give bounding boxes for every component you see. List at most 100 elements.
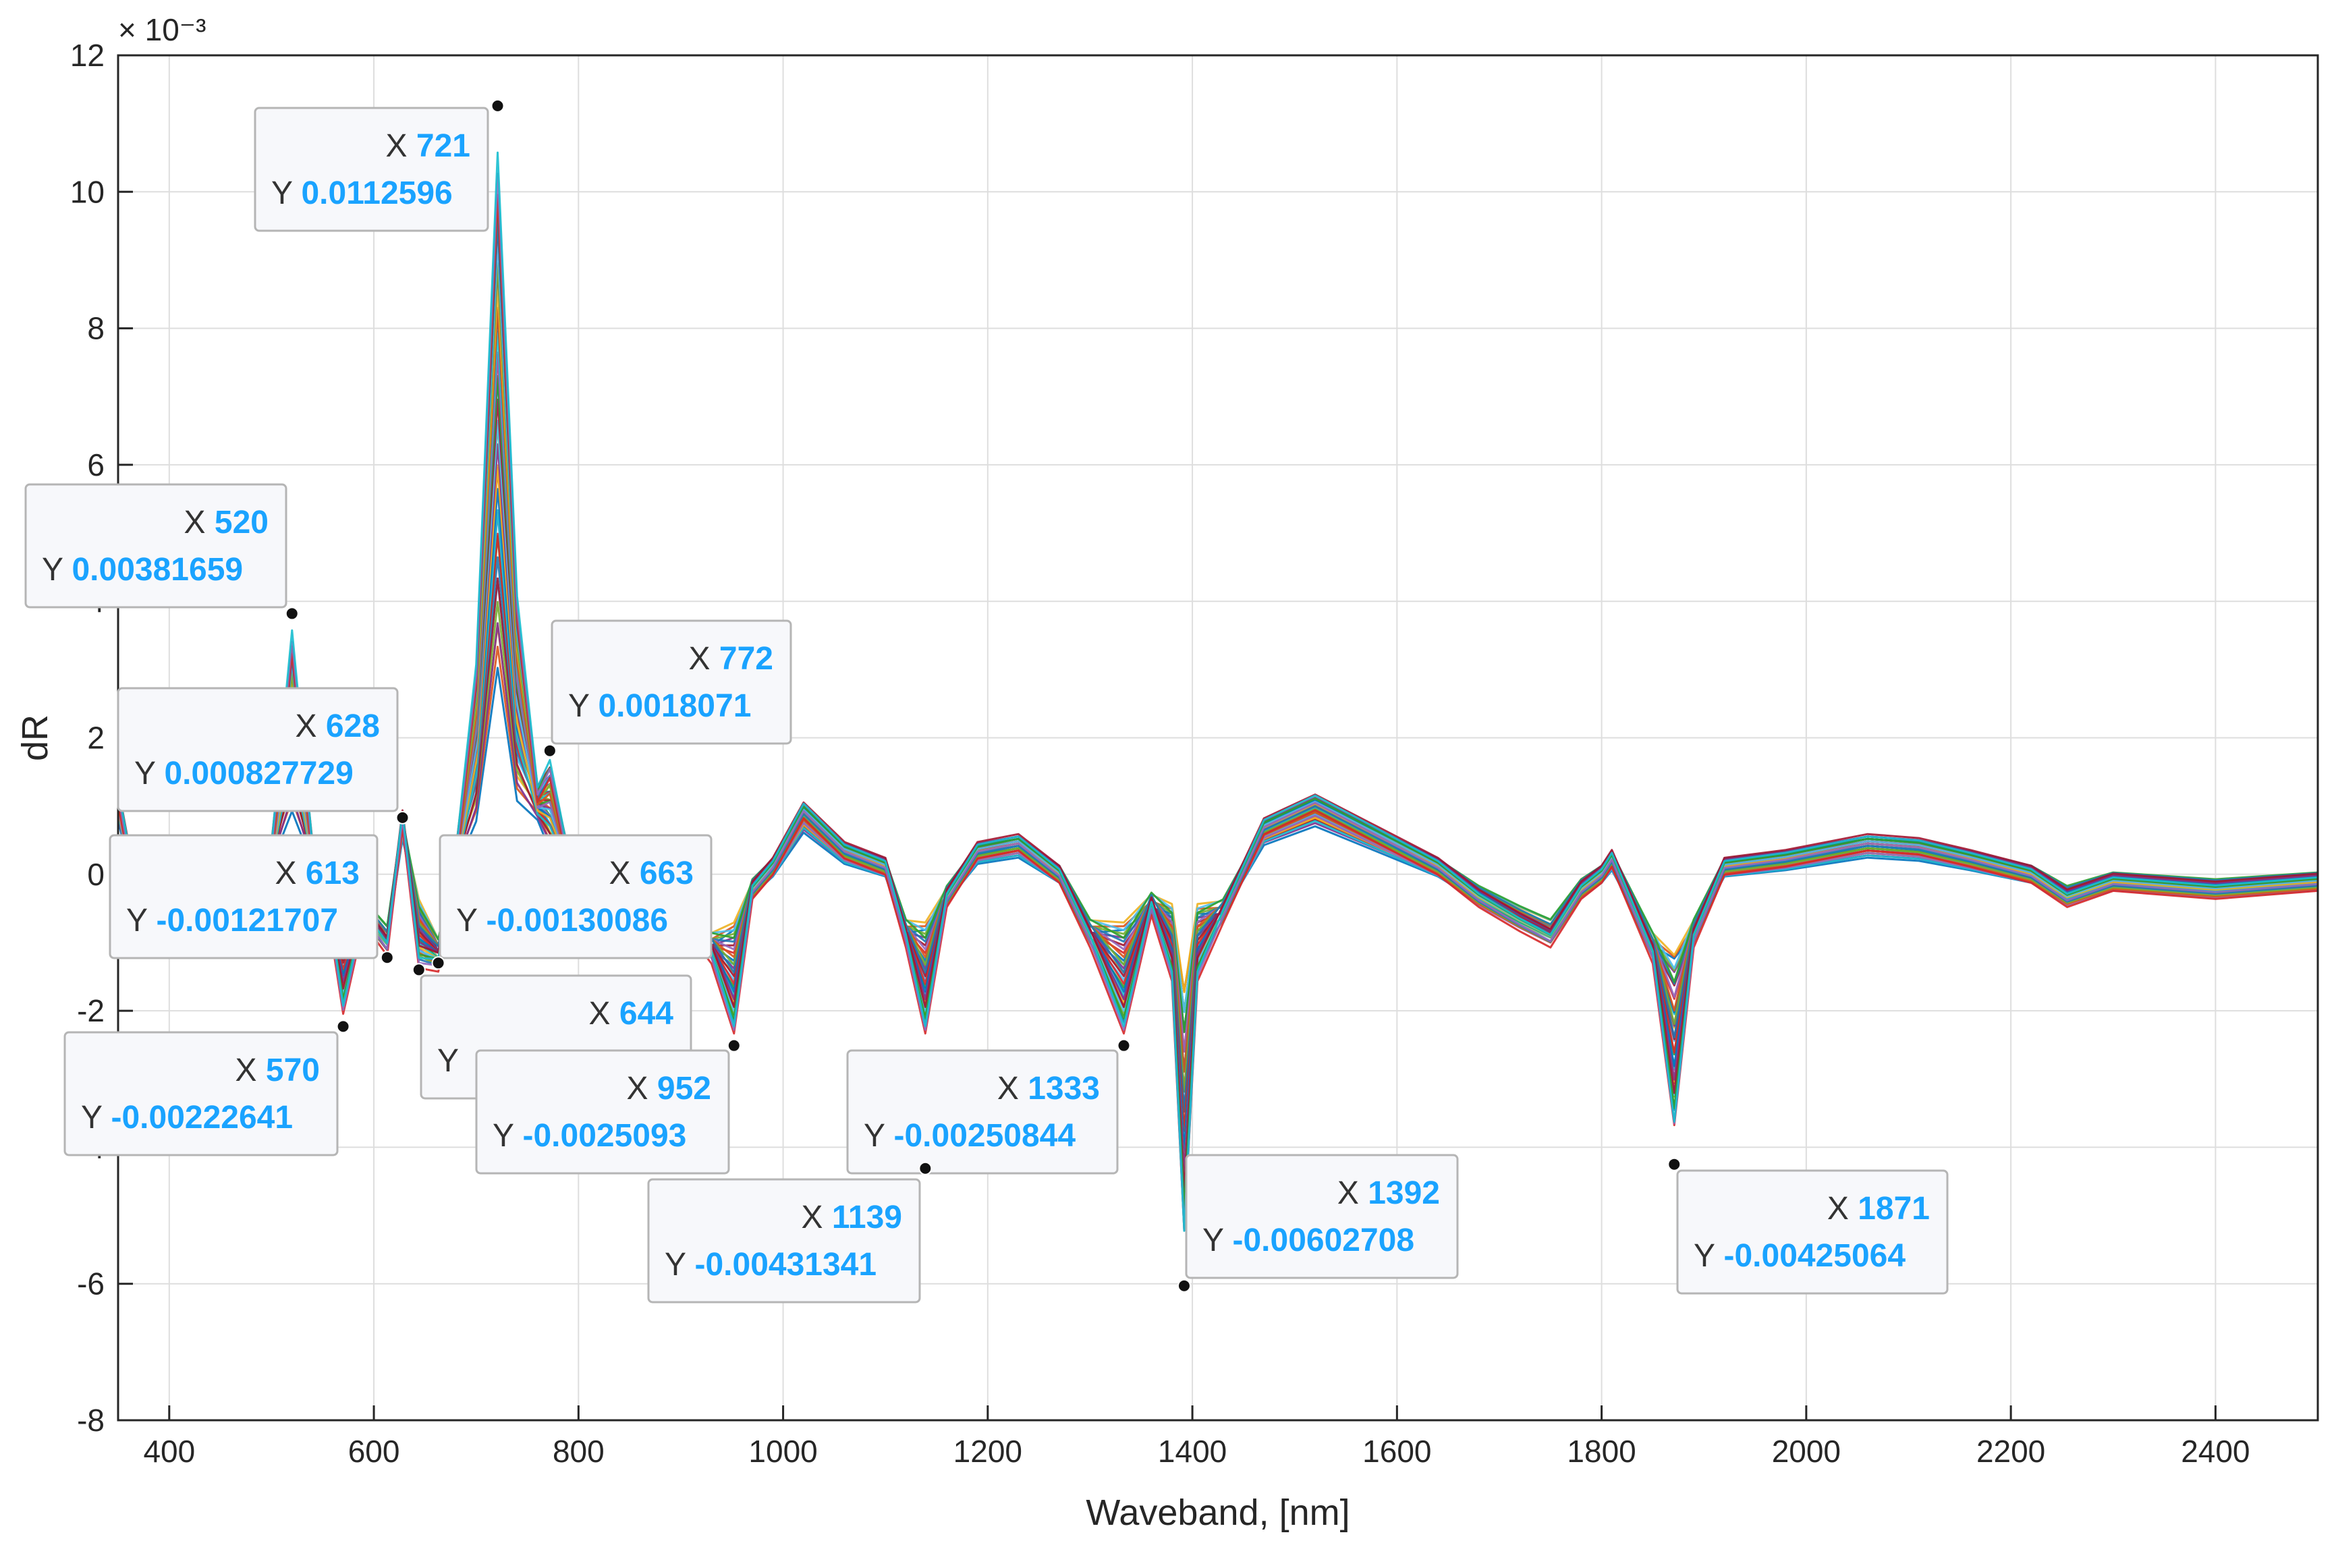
x-tick-label: 1000 (748, 1434, 817, 1469)
y-tick-label: 8 (87, 311, 105, 346)
datatip-x-row: X 1333 (997, 1071, 1100, 1107)
datatip-y-row: Y 0.0112596 (271, 175, 453, 211)
y-tick-label: -8 (77, 1403, 105, 1438)
datatip: X 1392 Y -0.00602708 (1177, 1154, 1459, 1293)
datatip-box (475, 1049, 730, 1175)
datatip-x-row: X 613 (275, 856, 360, 891)
datatip-x-row: X 772 (689, 641, 773, 677)
datatip-y-value: -0.00121707 (156, 903, 338, 939)
datatip-x-value: 1139 (832, 1200, 902, 1235)
datatip-marker (1667, 1157, 1682, 1171)
datatip-y-key: Y (456, 903, 486, 939)
y-tick-label: 10 (70, 174, 105, 209)
datatip-y-row: Y -0.00222641 (81, 1100, 293, 1136)
datatip: X 952 Y -0.0025093 (475, 1038, 741, 1175)
datatip-x-value: 721 (416, 128, 470, 164)
datatip-x-key: X (235, 1053, 266, 1088)
datatip-marker (1177, 1279, 1191, 1293)
datatip-marker (380, 951, 394, 965)
datatip-x-key: X (609, 856, 640, 891)
datatip-box (439, 834, 713, 959)
y-tick-label: 6 (87, 447, 105, 482)
datatip-box (254, 107, 489, 232)
datatip: X 1139 Y -0.00431341 (647, 1161, 933, 1304)
datatip-y-row: Y 0.0018071 (568, 688, 751, 724)
datatip-y-row: Y 0.000827729 (134, 756, 354, 791)
datatip-y-key: Y (126, 903, 156, 939)
datatip-y-value: -0.00222641 (111, 1100, 293, 1136)
datatip-y-value: 0.000827729 (164, 756, 353, 791)
datatip-marker (727, 1038, 741, 1053)
datatip-x-row: X 1139 (802, 1200, 903, 1235)
y-tick-label: 12 (70, 38, 105, 73)
y-tick-label: -6 (77, 1266, 105, 1301)
datatip-box (647, 1178, 921, 1304)
datatip-marker (395, 810, 410, 824)
datatip-x-key: X (627, 1071, 657, 1107)
datatip-y-row: Y -0.00602708 (1202, 1223, 1414, 1258)
datatip-y-key: Y (437, 1043, 459, 1079)
datatip-box (1185, 1154, 1459, 1279)
datatip-x-row: X 570 (235, 1053, 320, 1088)
x-tick-label: 2200 (1976, 1434, 2045, 1469)
datatip-y-row: Y 0.00381659 (42, 552, 243, 588)
datatip-y-value: -0.00431341 (694, 1247, 877, 1283)
datatip-marker (285, 607, 299, 621)
datatip-y-value: -0.0025093 (522, 1118, 686, 1154)
datatip-y-value: -0.00130086 (486, 903, 668, 939)
datatip-x-key: X (275, 856, 306, 891)
datatip-marker (918, 1161, 933, 1175)
datatip-y-row: Y -0.0025093 (493, 1118, 686, 1154)
datatip-box (109, 834, 379, 959)
datatip-x-row: X 628 (296, 708, 380, 744)
datatip-y-value: -0.00250844 (893, 1118, 1076, 1154)
datatip: X 628 Y 0.000827729 (117, 687, 410, 824)
y-tick-label: 0 (87, 857, 105, 892)
y-axis-label: dR (15, 715, 55, 761)
datatip-x-value: 570 (266, 1053, 320, 1088)
datatip-x-key: X (184, 505, 215, 540)
datatip-marker (336, 1019, 350, 1034)
datatip-marker (412, 963, 426, 977)
datatip-x-value: 1333 (1028, 1071, 1100, 1107)
y-exponent-label: × 10⁻³ (118, 12, 206, 47)
datatip-x-row: X 1871 (1827, 1191, 1930, 1227)
datatip-y-key: Y (493, 1118, 522, 1154)
datatip: X 772 Y 0.0018071 (543, 619, 792, 758)
datatip: X 721 Y 0.0112596 (254, 99, 505, 232)
datatip-y-key: Y (271, 175, 301, 211)
datatip-y-key: Y (1694, 1238, 1723, 1274)
datatip-y-value: -0.00425064 (1723, 1238, 1906, 1274)
datatip-x-value: 628 (326, 708, 380, 744)
datatip-x-key: X (386, 128, 416, 164)
datatip-y-value: 0.0112596 (301, 175, 452, 211)
datatips: X 721 Y 0.0112596 X 520 Y 0.00381659 X 772 Y … (24, 99, 1949, 1304)
datatip-y-row: Y -0.00431341 (665, 1247, 877, 1283)
datatip-x-value: 663 (640, 856, 694, 891)
datatip-y-row: Y -0.00250844 (864, 1118, 1076, 1154)
datatip-x-value: 613 (306, 856, 360, 891)
x-tick-label: 400 (143, 1434, 195, 1469)
datatip-y-row: Y -0.00130086 (456, 903, 668, 939)
x-tick-label: 1600 (1362, 1434, 1431, 1469)
datatip-x-key: X (689, 641, 719, 677)
datatip-x-value: 772 (719, 641, 773, 677)
datatip-y-value: 0.0018071 (598, 688, 751, 724)
datatip-x-value: 1392 (1368, 1175, 1440, 1211)
datatip: X 1333 Y -0.00250844 (846, 1038, 1131, 1175)
datatip-y-value: 0.00381659 (72, 552, 243, 588)
datatip: X 570 Y -0.00222641 (63, 1019, 350, 1156)
datatip-y-value: -0.00602708 (1232, 1223, 1414, 1258)
datatip-y-key: Y (134, 756, 164, 791)
datatip-x-value: 644 (619, 996, 673, 1032)
datatip-x-key: X (997, 1071, 1028, 1107)
datatip-x-value: 952 (657, 1071, 711, 1107)
datatip-y-key: Y (42, 552, 72, 588)
x-tick-label: 800 (553, 1434, 605, 1469)
datatip-marker (543, 744, 557, 758)
datatip-x-row: X 663 (609, 856, 694, 891)
datatip-y-key: Y (568, 688, 598, 724)
datatip-box (117, 687, 399, 812)
datatip-y-row: Y (437, 1043, 459, 1079)
